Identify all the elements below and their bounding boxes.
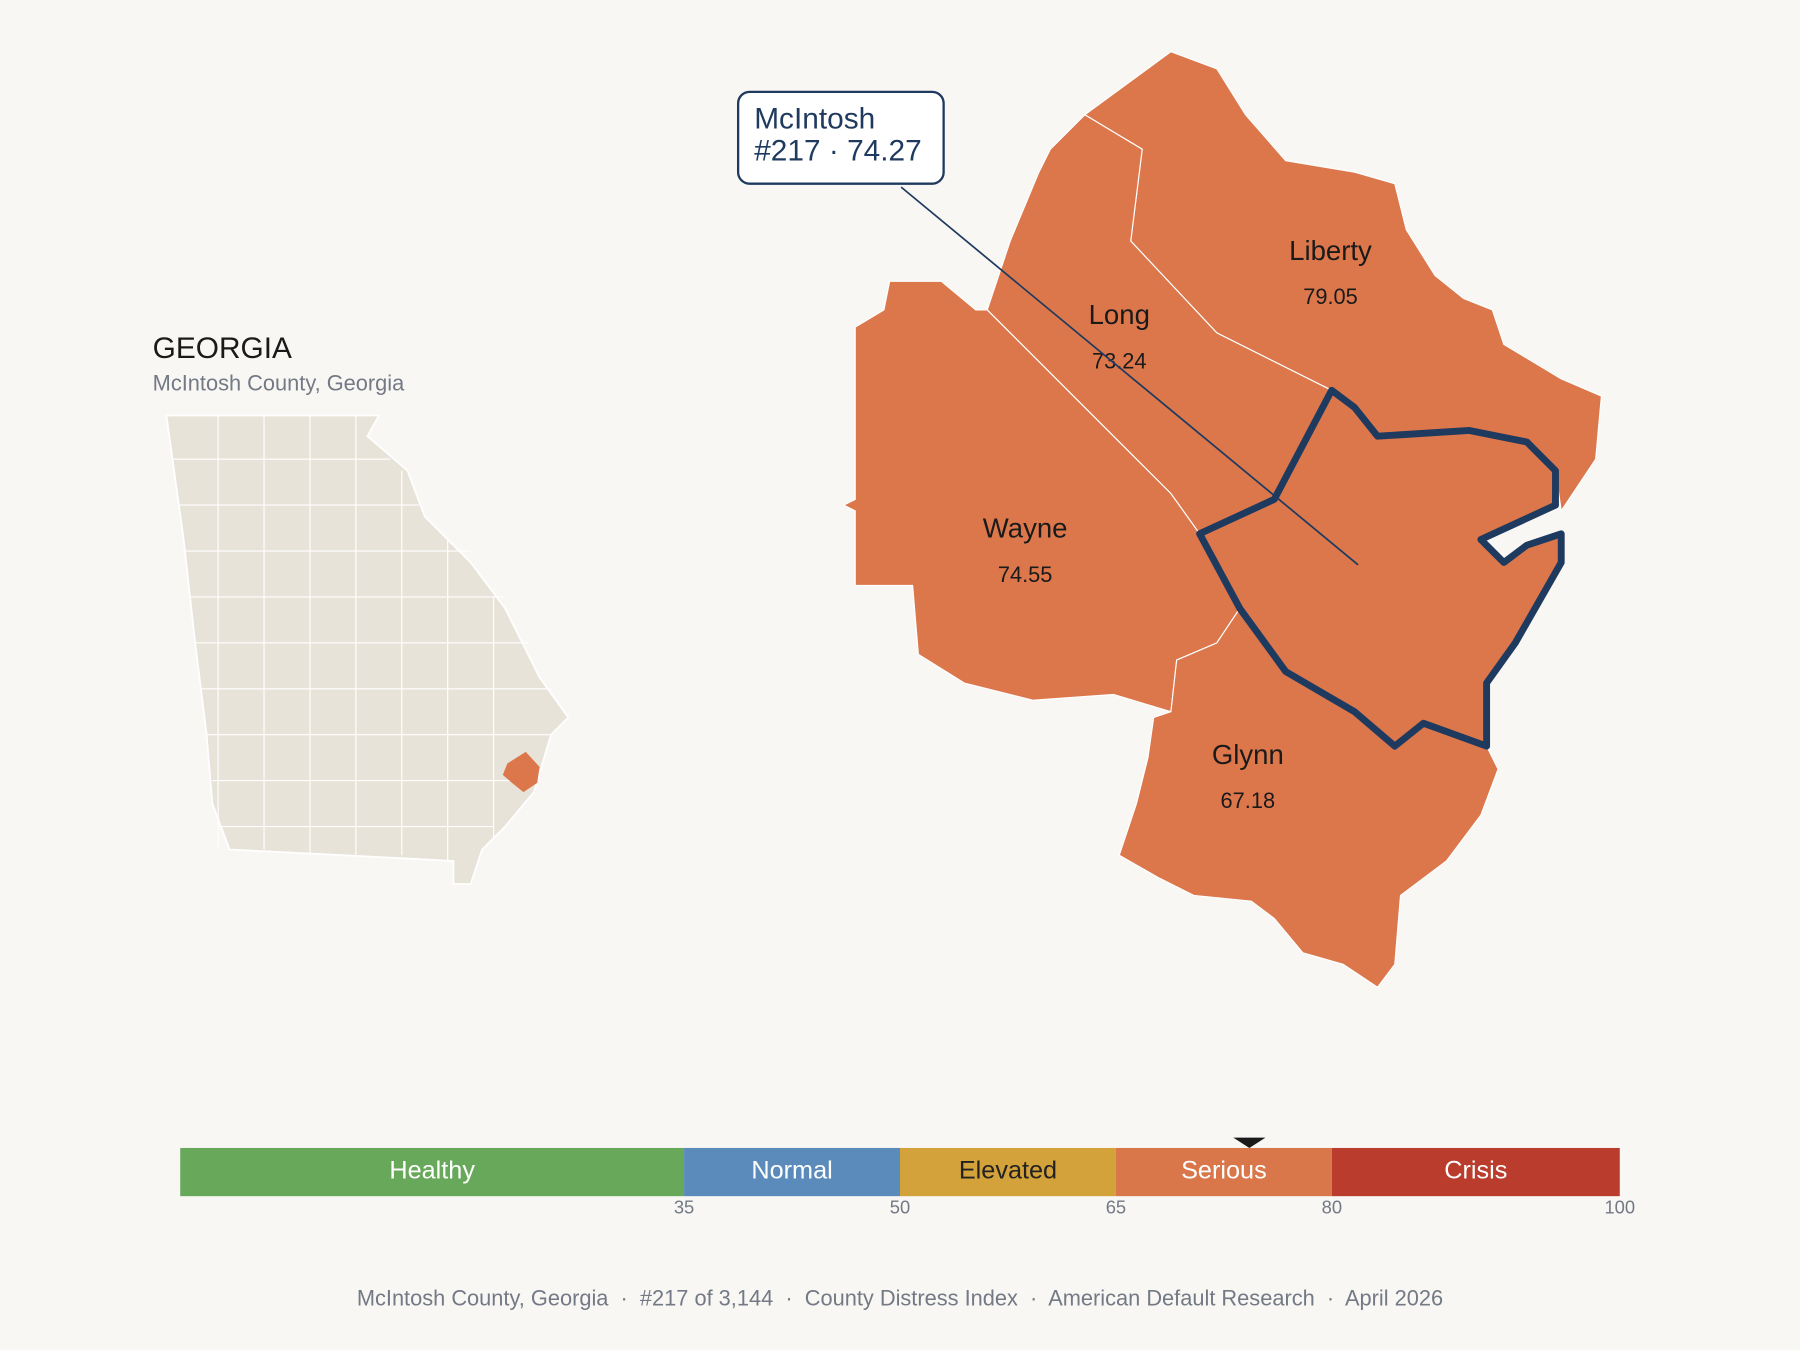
scale-band-label: Serious (1181, 1157, 1267, 1185)
state-shape (165, 414, 570, 885)
county-name: Long (1089, 299, 1150, 330)
county-map (842, 51, 1603, 989)
state-county-lines (172, 415, 552, 861)
scale-band-label: Normal (751, 1157, 832, 1185)
county-value: 74.55 (998, 562, 1053, 587)
scale-tick-label: 100 (1604, 1197, 1635, 1218)
scale-tick-label: 50 (890, 1197, 910, 1218)
callout-leader (900, 186, 1359, 566)
footer: McIntosh County, Georgia · #217 of 3,144… (357, 1285, 1443, 1310)
county-value: 79.05 (1303, 284, 1358, 309)
distress-scale: Healthy Normal Elevated Serious Crisis 35 50 65… (180, 1137, 1635, 1218)
callout-name: McIntosh (754, 102, 875, 135)
county-value: 67.18 (1221, 788, 1276, 813)
selected-county (1196, 386, 1565, 750)
scale-band (1331, 1147, 1620, 1197)
callout-detail: #217 · 74.27 (754, 135, 922, 168)
subtitle: McIntosh County, Georgia (153, 370, 405, 395)
scale-band-label: Elevated (959, 1157, 1057, 1185)
scale-band (1115, 1147, 1332, 1197)
highlight-county (502, 751, 540, 793)
scale-tick-label: 35 (674, 1197, 694, 1218)
scale-band (180, 1147, 685, 1197)
scale-band (684, 1147, 900, 1197)
county-name: Glynn (1212, 739, 1284, 770)
state-locator (165, 414, 570, 885)
title: GEORGIA (153, 332, 292, 365)
scale-band (900, 1147, 1116, 1197)
scale-band-label: Healthy (389, 1157, 475, 1185)
callout-box (736, 90, 945, 185)
scale-tick-label: 65 (1106, 1197, 1126, 1218)
county-name: Liberty (1289, 235, 1372, 266)
county-name: Wayne (983, 513, 1068, 544)
callout: McIntosh #217 · 74.27 (736, 90, 1359, 566)
scale-tick-label: 80 (1322, 1197, 1342, 1218)
scale-band-label: Crisis (1444, 1157, 1507, 1185)
scale-marker (1233, 1137, 1266, 1148)
